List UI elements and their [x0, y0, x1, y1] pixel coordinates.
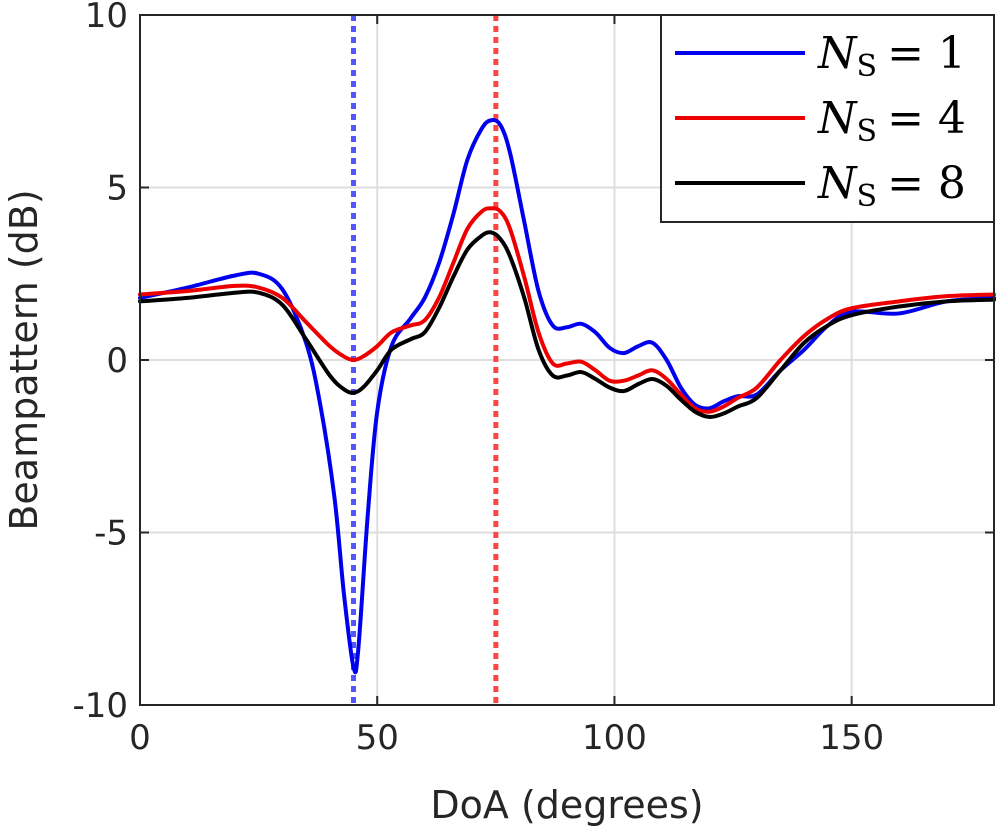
series-line-2 — [138, 206, 996, 414]
series-line-3 — [138, 230, 996, 419]
x-axis-ticks: 0 50 100 150 — [129, 15, 884, 758]
y-axis-ticks: -10 -5 0 5 10 — [72, 0, 994, 726]
x-axis-label: DoA (degrees) — [430, 783, 703, 827]
y-axis-label: Beampattern (dB) — [2, 189, 46, 530]
legend-entry-3: NS = 8 — [675, 158, 966, 214]
x-tick-label: 0 — [129, 718, 151, 758]
x-tick-label: 50 — [356, 718, 399, 758]
series-lines — [138, 118, 996, 675]
y-tick-label: -5 — [94, 514, 128, 554]
y-tick-label: 10 — [85, 0, 128, 36]
legend-label: NS = 8 — [817, 158, 966, 214]
y-tick-label: 0 — [106, 341, 128, 381]
legend-label: NS = 4 — [817, 93, 966, 149]
legend-entry-1: NS = 1 — [675, 28, 966, 84]
x-tick-label: 100 — [582, 718, 647, 758]
legend: NS = 1 NS = 4 NS = 8 — [660, 14, 995, 223]
x-tick-label: 150 — [819, 718, 884, 758]
legend-entry-2: NS = 4 — [675, 93, 966, 149]
y-tick-label: 5 — [106, 169, 128, 209]
y-tick-label: -10 — [72, 686, 128, 726]
legend-label: NS = 1 — [817, 28, 966, 84]
